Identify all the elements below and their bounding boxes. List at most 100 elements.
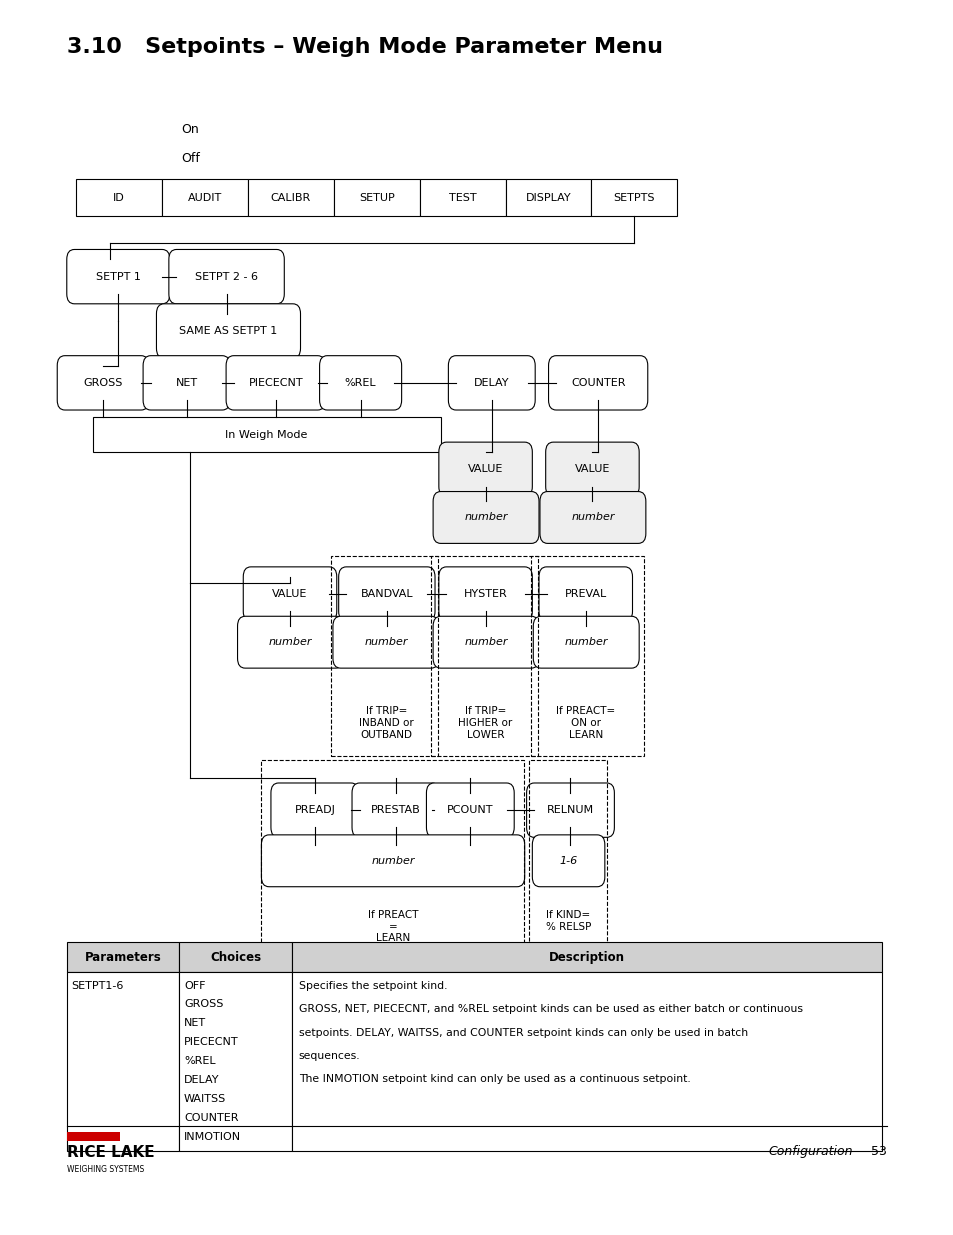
Text: setpoints. DELAY, WAITSS, and COUNTER setpoint kinds can only be used in batch: setpoints. DELAY, WAITSS, and COUNTER se… (298, 1028, 747, 1037)
Text: number: number (371, 856, 415, 866)
FancyBboxPatch shape (237, 616, 343, 668)
FancyBboxPatch shape (352, 783, 439, 837)
Text: 3.10   Setpoints – Weigh Mode Parameter Menu: 3.10 Setpoints – Weigh Mode Parameter Me… (67, 37, 662, 57)
Text: ID: ID (113, 193, 125, 203)
FancyBboxPatch shape (67, 249, 170, 304)
FancyBboxPatch shape (338, 567, 435, 621)
Bar (431, 556, 537, 756)
Text: number: number (571, 513, 614, 522)
FancyBboxPatch shape (319, 356, 401, 410)
FancyBboxPatch shape (333, 616, 438, 668)
FancyBboxPatch shape (438, 442, 532, 496)
Text: SETPT 1: SETPT 1 (95, 272, 141, 282)
Bar (67, 1132, 120, 1141)
Text: The INMOTION setpoint kind can only be used as a continuous setpoint.: The INMOTION setpoint kind can only be u… (298, 1074, 690, 1084)
Text: WEIGHING SYSTEMS: WEIGHING SYSTEMS (67, 1165, 144, 1173)
FancyBboxPatch shape (243, 567, 336, 621)
Bar (67, 972, 179, 1151)
Text: sequences.: sequences. (298, 1051, 360, 1061)
Bar (261, 760, 523, 957)
FancyBboxPatch shape (271, 783, 358, 837)
Text: If TRIP=
HIGHER or
LOWER: If TRIP= HIGHER or LOWER (458, 706, 512, 740)
FancyBboxPatch shape (591, 179, 677, 216)
Text: In Weigh Mode: In Weigh Mode (225, 430, 308, 440)
Bar (531, 556, 643, 756)
Text: COUNTER: COUNTER (570, 378, 625, 388)
Text: Description: Description (549, 951, 624, 963)
FancyBboxPatch shape (532, 835, 604, 887)
FancyBboxPatch shape (92, 417, 440, 452)
Text: number: number (464, 513, 507, 522)
Text: WAITSS: WAITSS (184, 1094, 226, 1104)
Bar (292, 972, 882, 1151)
Text: Parameters: Parameters (85, 951, 161, 963)
FancyBboxPatch shape (526, 783, 614, 837)
Text: SETUP: SETUP (358, 193, 395, 203)
FancyBboxPatch shape (248, 179, 334, 216)
Text: GROSS, NET, PIECECNT, and %REL setpoint kinds can be used as either batch or con: GROSS, NET, PIECECNT, and %REL setpoint … (298, 1004, 801, 1014)
Text: 53: 53 (870, 1145, 886, 1157)
Text: PIECECNT: PIECECNT (248, 378, 303, 388)
Bar (292, 942, 882, 972)
Bar (179, 972, 292, 1151)
Bar (179, 942, 292, 972)
Text: Specifies the setpoint kind.: Specifies the setpoint kind. (298, 981, 447, 990)
Text: SETPTS: SETPTS (613, 193, 655, 203)
Text: TEST: TEST (449, 193, 476, 203)
Text: VALUE: VALUE (467, 464, 503, 474)
Text: If TRIP=
INBAND or
OUTBAND: If TRIP= INBAND or OUTBAND (359, 706, 414, 740)
Text: RELNUM: RELNUM (546, 805, 594, 815)
FancyBboxPatch shape (433, 492, 538, 543)
Text: number: number (269, 637, 312, 647)
Text: Off: Off (181, 152, 200, 164)
Text: Choices: Choices (210, 951, 261, 963)
FancyBboxPatch shape (226, 356, 325, 410)
Text: SAME AS SETPT 1: SAME AS SETPT 1 (179, 326, 277, 336)
Text: number: number (564, 637, 607, 647)
FancyBboxPatch shape (433, 616, 538, 668)
FancyBboxPatch shape (539, 492, 645, 543)
Text: PCOUNT: PCOUNT (447, 805, 493, 815)
Text: GROSS: GROSS (184, 999, 223, 1009)
FancyBboxPatch shape (538, 567, 632, 621)
Text: VALUE: VALUE (272, 589, 308, 599)
FancyBboxPatch shape (162, 179, 248, 216)
Text: NET: NET (175, 378, 197, 388)
Text: DELAY: DELAY (474, 378, 509, 388)
Text: number: number (464, 637, 507, 647)
Text: PRESTAB: PRESTAB (371, 805, 420, 815)
FancyBboxPatch shape (438, 567, 532, 621)
FancyBboxPatch shape (76, 179, 162, 216)
Text: AUDIT: AUDIT (188, 193, 222, 203)
Text: SETPT1-6: SETPT1-6 (71, 981, 124, 990)
Text: SETPT 2 - 6: SETPT 2 - 6 (194, 272, 258, 282)
FancyBboxPatch shape (419, 179, 505, 216)
Text: %REL: %REL (184, 1056, 215, 1066)
Text: GROSS: GROSS (83, 378, 123, 388)
FancyBboxPatch shape (533, 616, 639, 668)
Text: CALIBR: CALIBR (271, 193, 311, 203)
Text: PIECECNT: PIECECNT (184, 1037, 238, 1047)
Text: If PREACT=
ON or
LEARN: If PREACT= ON or LEARN (556, 706, 615, 740)
Text: %REL: %REL (344, 378, 376, 388)
Text: DELAY: DELAY (184, 1074, 219, 1086)
Text: NET: NET (184, 1019, 206, 1029)
Text: If PREACT
=
LEARN: If PREACT = LEARN (368, 910, 417, 944)
FancyBboxPatch shape (143, 356, 230, 410)
FancyBboxPatch shape (545, 442, 639, 496)
Text: On: On (181, 124, 199, 136)
Text: Configuration: Configuration (767, 1145, 852, 1157)
Text: INMOTION: INMOTION (184, 1131, 241, 1141)
FancyBboxPatch shape (548, 356, 647, 410)
FancyBboxPatch shape (334, 179, 419, 216)
Text: VALUE: VALUE (574, 464, 610, 474)
Text: PREVAL: PREVAL (564, 589, 606, 599)
Text: number: number (364, 637, 407, 647)
FancyBboxPatch shape (261, 835, 524, 887)
FancyBboxPatch shape (57, 356, 149, 410)
Text: PREADJ: PREADJ (294, 805, 335, 815)
Text: If KIND=
% RELSP: If KIND= % RELSP (545, 910, 591, 931)
FancyBboxPatch shape (505, 179, 591, 216)
Bar (528, 760, 606, 957)
FancyBboxPatch shape (448, 356, 535, 410)
